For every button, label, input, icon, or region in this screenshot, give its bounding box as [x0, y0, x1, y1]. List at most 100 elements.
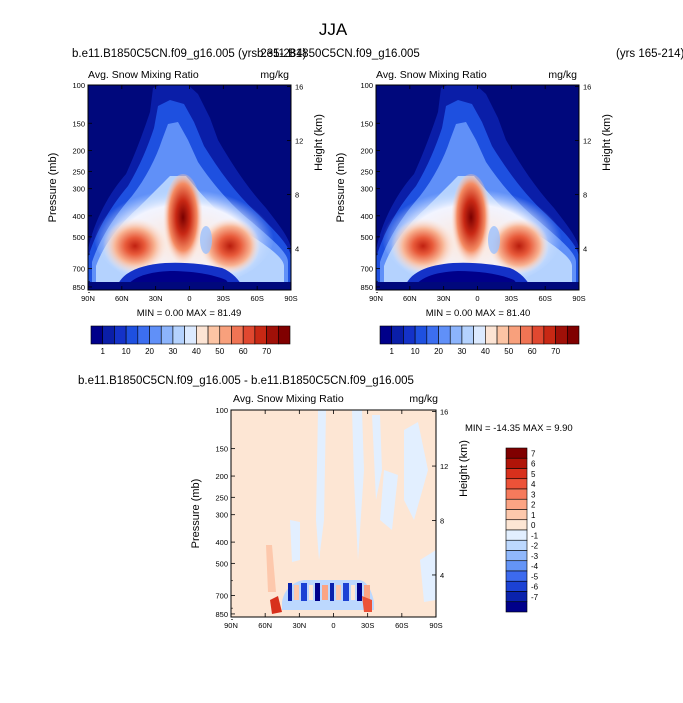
- x-tick-label: 60N: [403, 294, 417, 303]
- colorbar-label: 60: [528, 347, 537, 356]
- anomaly-stripe: [357, 583, 362, 601]
- y-tick-label: 400: [360, 212, 373, 221]
- colorbar-swatch: [485, 325, 498, 345]
- panel-diff-surface-stripes: [288, 583, 370, 601]
- x-tick-label: 90N: [224, 621, 238, 630]
- anomaly-stripe: [294, 585, 299, 600]
- y2-axis-title: Height (km): [601, 114, 613, 171]
- colorbar-label: -2: [531, 542, 539, 551]
- colorbar-swatch: [505, 560, 528, 572]
- colorbar-swatch: [102, 325, 115, 345]
- colorbar-swatch: [379, 325, 393, 345]
- colorbar-swatch: [461, 325, 474, 345]
- panel-diff: b.e11.B1850C5CN.f09_g16.005 - b.e11.B185…: [78, 375, 573, 630]
- panel-diff-neg-streak-6: [380, 470, 398, 530]
- colorbar-swatch: [505, 591, 528, 603]
- panel-diff-neg-streak-3: [372, 415, 382, 500]
- colorbar-label: 1: [531, 511, 536, 520]
- y-tick-label: 300: [360, 185, 373, 194]
- colorbar-swatch: [277, 325, 291, 345]
- panel-b-center-blue-gap: [488, 226, 500, 254]
- colorbar-label: 5: [531, 470, 536, 479]
- colorbar-label: 0: [531, 521, 536, 530]
- colorbar-label: 50: [215, 347, 224, 356]
- colorbar-swatch: [242, 325, 256, 345]
- y-tick-label: 500: [215, 559, 228, 568]
- x-tick-label: 30S: [361, 621, 374, 630]
- y-axis-title: Pressure (mb): [47, 153, 59, 223]
- colorbar-panel-b: 1 10 20 30 40 50 60 70: [379, 325, 580, 356]
- colorbar-swatch: [254, 325, 267, 345]
- x-tick-label: 60N: [115, 294, 129, 303]
- x-tick-label: 60S: [250, 294, 263, 303]
- panel-b-right-label: mg/kg: [548, 69, 577, 81]
- colorbar-label: -5: [531, 572, 539, 581]
- y-tick-label: 200: [72, 146, 85, 155]
- colorbar-swatch: [505, 539, 528, 551]
- panel-diff-left-label: Avg. Snow Mixing Ratio: [233, 393, 344, 405]
- y2-tick-label: 16: [583, 83, 591, 92]
- panel-diff-surface-red-edge: [270, 596, 282, 614]
- panel-diff-neg-streak-7: [290, 520, 300, 562]
- panel-b-case-title: b.e11.B1850C5CN.f09_g16.005: [257, 48, 420, 60]
- y-axis-title: Pressure (mb): [335, 153, 347, 223]
- y-tick-label: 100: [360, 81, 373, 90]
- panel-a-right-max: [200, 218, 260, 274]
- colorbar-swatch: [219, 325, 232, 345]
- anomaly-stripe: [336, 585, 341, 600]
- colorbar-label: -3: [531, 552, 539, 561]
- colorbar-swatch: [505, 550, 528, 562]
- colorbar-label: 20: [145, 347, 154, 356]
- colorbar-swatch: [160, 325, 174, 345]
- y-tick-label: 500: [72, 233, 85, 242]
- anomaly-stripe: [315, 583, 320, 601]
- colorbar-swatch: [508, 325, 521, 345]
- colorbar-swatch: [505, 457, 528, 469]
- panel-b-stats: MIN = 0.00 MAX = 81.40: [426, 308, 531, 319]
- panel-b-axes: 100 150 200 250 300 400 500 700 850 16 12 8 4 90N 60N 3…: [335, 81, 613, 303]
- anomaly-stripe: [288, 583, 292, 601]
- y2-tick-label: 4: [440, 571, 444, 580]
- colorbar-label: 10: [122, 347, 131, 356]
- x-tick-label: 60S: [538, 294, 551, 303]
- y-tick-label: 700: [360, 265, 373, 274]
- y2-tick-label: 12: [295, 137, 303, 146]
- y2-tick-label: 8: [295, 190, 299, 199]
- colorbar-label: 30: [457, 347, 466, 356]
- panel-b-years-label: (yrs 165-214): [616, 48, 683, 60]
- colorbar-swatch: [543, 325, 556, 345]
- colorbar-swatch: [473, 325, 486, 345]
- colorbar-swatch: [207, 325, 221, 345]
- colorbar-swatch: [505, 570, 528, 582]
- colorbar-label: 1: [389, 347, 394, 356]
- colorbar-panel-a: 1 10 20 30 40 50 60 70: [90, 325, 291, 356]
- panel-a-stats: MIN = 0.00 MAX = 81.49: [137, 308, 242, 319]
- y-tick-label: 850: [72, 283, 85, 292]
- x-tick-label: 30N: [437, 294, 451, 303]
- x-tick-label: 90N: [369, 294, 383, 303]
- colorbar-swatch: [505, 529, 528, 541]
- y-tick-label: 250: [72, 167, 85, 176]
- y-tick-label: 150: [215, 445, 228, 454]
- y-tick-label: 100: [72, 81, 85, 90]
- colorbar-swatch: [505, 580, 528, 592]
- y-tick-label: 200: [360, 146, 373, 155]
- y2-tick-label: 8: [583, 190, 587, 199]
- panel-b-center-max: [451, 174, 491, 270]
- colorbar-swatch: [505, 488, 528, 500]
- colorbar-label: 40: [481, 347, 490, 356]
- panel-a-left-label: Avg. Snow Mixing Ratio: [88, 69, 199, 81]
- panel-diff-neg-streak-4: [404, 422, 428, 520]
- colorbar-label: 20: [434, 347, 443, 356]
- y-tick-label: 400: [215, 538, 228, 547]
- y-tick-label: 250: [360, 167, 373, 176]
- y-tick-label: 850: [215, 610, 228, 619]
- panel-diff-neg-streak-2: [352, 410, 364, 560]
- colorbar-swatch: [531, 325, 545, 345]
- colorbar-swatch: [505, 519, 528, 531]
- colorbar-label: 70: [262, 347, 271, 356]
- y-tick-label: 300: [72, 185, 85, 194]
- colorbar-swatch: [149, 325, 162, 345]
- colorbar-label: 3: [531, 490, 536, 499]
